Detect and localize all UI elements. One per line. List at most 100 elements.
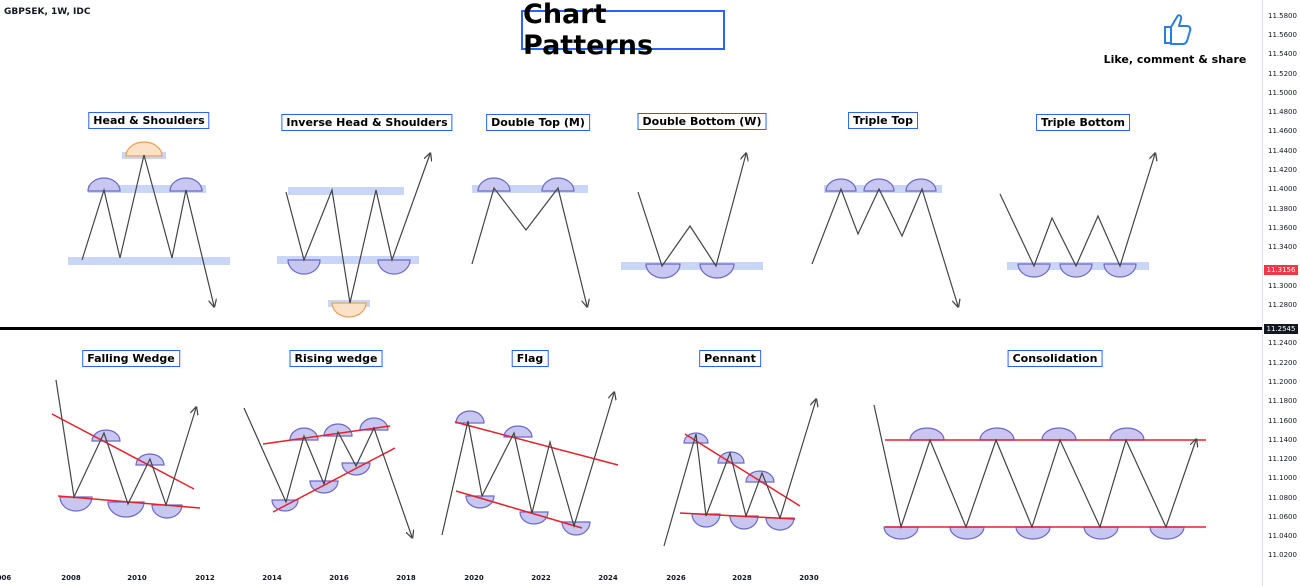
right-shoulder-trough (377, 259, 411, 275)
price-tick: 11.1400 (1268, 436, 1297, 444)
trough (151, 504, 183, 519)
hump (503, 425, 533, 438)
trough (59, 496, 93, 512)
price-tick: 11.4600 (1268, 127, 1297, 135)
price-path (999, 154, 1155, 268)
label-head-shoulders: Head & Shoulders (88, 112, 210, 129)
price-tick: 11.5400 (1268, 50, 1297, 58)
trough (465, 495, 495, 509)
hump (979, 427, 1015, 441)
time-tick: 2010 (127, 574, 147, 582)
trough (883, 526, 919, 540)
horizontal-price-line[interactable] (0, 327, 1262, 330)
price-tick: 11.1000 (1268, 474, 1297, 482)
double-top-pattern (471, 177, 588, 306)
double-bottom-pattern (621, 154, 763, 279)
label-inverse-head-shoulders: Inverse Head & Shoulders (281, 114, 453, 131)
trough (1149, 526, 1185, 540)
rising-wedge-pattern (243, 407, 412, 537)
price-tick: 11.5800 (1268, 12, 1297, 20)
second-bottom-trough (699, 263, 735, 279)
price-path (285, 154, 430, 304)
price-path (637, 154, 746, 268)
second-top-hump (541, 177, 575, 192)
time-tick: 2014 (262, 574, 282, 582)
time-tick: 2024 (598, 574, 618, 582)
pattern-canvas (51, 141, 1206, 547)
price-tick: 11.4400 (1268, 147, 1297, 155)
hump (745, 470, 775, 483)
label-triple-bottom: Triple Bottom (1036, 114, 1130, 131)
label-consolidation: Consolidation (1007, 350, 1103, 367)
neckline-zone (277, 256, 419, 264)
time-tick: 2018 (396, 574, 416, 582)
label-pennant: Pennant (699, 350, 761, 367)
price-tick: 11.0200 (1268, 551, 1297, 559)
price-tick: 11.3000 (1268, 282, 1297, 290)
trough (309, 480, 339, 494)
resistance-zone (472, 185, 588, 193)
first-bottom-trough (645, 263, 681, 279)
price-tick: 11.4200 (1268, 166, 1297, 174)
label-rising-wedge: Rising wedge (289, 350, 383, 367)
left-shoulder-trough (287, 259, 321, 275)
upper-trendline (454, 421, 619, 466)
label-triple-top: Triple Top (848, 112, 918, 129)
upper-trendline (51, 413, 195, 490)
second-top-hump (863, 178, 895, 192)
price-path (811, 187, 958, 306)
shoulder-zone (88, 185, 206, 193)
price-tick: 11.1800 (1268, 397, 1297, 405)
price-tick: 11.2200 (1268, 359, 1297, 367)
second-bottom-trough (1059, 263, 1093, 278)
price-tick: 11.5600 (1268, 31, 1297, 39)
like-widget[interactable] (1108, 12, 1248, 51)
pennant-pattern (663, 400, 816, 547)
label-double-top: Double Top (M) (486, 114, 590, 131)
price-path (55, 379, 196, 507)
trough (519, 511, 549, 525)
lower-trendline (679, 512, 796, 520)
label-double-bottom: Double Bottom (W) (637, 113, 767, 130)
triple-top-pattern (811, 178, 958, 306)
head-trough (331, 302, 367, 318)
trough (949, 526, 985, 540)
price-tick: 11.3600 (1268, 224, 1297, 232)
time-tick: 2022 (531, 574, 551, 582)
first-bottom-trough (1017, 263, 1051, 278)
time-tick: 2026 (666, 574, 686, 582)
label-falling-wedge: Falling Wedge (82, 350, 180, 367)
price-tick: 11.5200 (1268, 70, 1297, 78)
price-tick: 11.2000 (1268, 378, 1297, 386)
triple-bottom-pattern (999, 154, 1155, 278)
third-top-hump (905, 178, 937, 192)
lower-trendline (272, 447, 396, 513)
time-tick: 2008 (61, 574, 81, 582)
thumbs-up-icon[interactable] (1162, 12, 1194, 46)
consolidation-pattern (873, 404, 1206, 540)
time-tick: 2020 (464, 574, 484, 582)
neckline-zone (68, 257, 230, 265)
price-tick: 11.2800 (1268, 301, 1297, 309)
first-top-hump (825, 178, 857, 192)
upper-trendline (262, 425, 391, 445)
price-path (471, 186, 587, 306)
time-tick: 2016 (329, 574, 349, 582)
right-shoulder-hump (169, 177, 203, 192)
trough (729, 515, 759, 530)
price-tick: 11.3400 (1268, 243, 1297, 251)
support-zone (621, 262, 763, 270)
price-path (663, 400, 816, 547)
price-axis[interactable] (1262, 0, 1300, 586)
price-tick: 11.5000 (1268, 89, 1297, 97)
falling-wedge-pattern (51, 379, 201, 519)
trough (107, 501, 145, 518)
time-tick: 2012 (195, 574, 215, 582)
hump (1109, 427, 1145, 441)
trough (765, 517, 795, 531)
first-top-hump (477, 177, 511, 192)
price-tick: 11.0400 (1268, 532, 1297, 540)
label-flag: Flag (511, 350, 549, 367)
hump (1041, 427, 1077, 441)
left-shoulder-hump (87, 177, 121, 192)
